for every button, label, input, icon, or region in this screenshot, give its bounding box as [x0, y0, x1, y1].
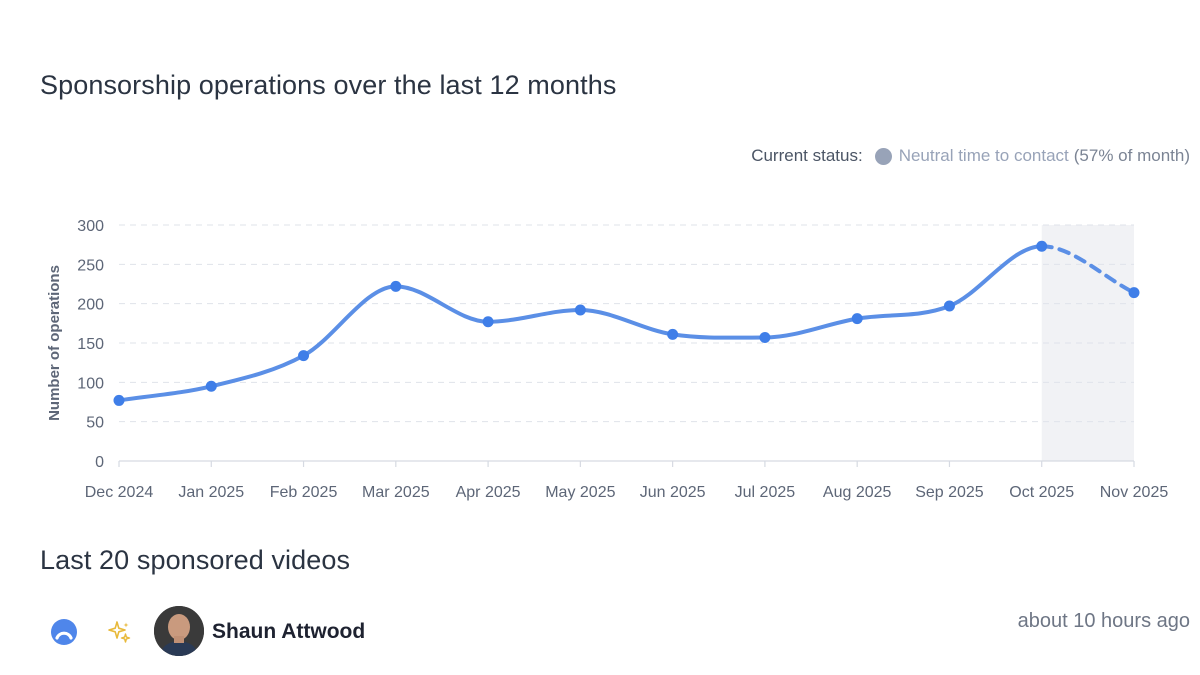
status-label: Current status:	[751, 146, 863, 165]
data-point-aug-2025	[851, 313, 863, 325]
operations-line-chart: 0 50 100 150 200 250 300 Dec 2024 Jan 2025 Feb 20…	[46, 218, 1169, 501]
y-tick-label: 250	[77, 257, 104, 274]
data-point-jan-2025	[205, 380, 217, 392]
x-tick-label: Sep 2025	[915, 484, 984, 501]
current-status: Current status: Neutral time to contact …	[751, 146, 1190, 166]
data-point-jun-2025	[667, 328, 679, 340]
x-tick-label: Apr 2025	[456, 484, 521, 501]
x-tick-label: Aug 2025	[823, 484, 892, 501]
status-value: Neutral time to contact	[898, 146, 1069, 165]
status-dot-icon	[874, 147, 892, 165]
video-timestamp: about 10 hours ago	[1017, 610, 1190, 632]
channel-name[interactable]: Shaun Attwood	[212, 620, 366, 643]
x-tick-label: Feb 2025	[270, 484, 338, 501]
y-tick-label: 0	[95, 454, 104, 471]
data-point-apr-2025	[482, 316, 494, 328]
x-tick-label: Nov 2025	[1100, 484, 1169, 501]
status-percent: (57% of month)	[1073, 146, 1190, 165]
data-point-feb-2025	[298, 350, 310, 362]
chart-title: Sponsorship operations over the last 12 …	[40, 70, 617, 100]
y-tick-label: 100	[77, 375, 104, 392]
videos-section-title: Last 20 sponsored videos	[40, 545, 351, 575]
y-tick-label: 150	[77, 336, 104, 353]
data-point-dec-2024	[113, 394, 125, 406]
y-tick-label: 300	[77, 218, 104, 235]
y-tick-label: 200	[77, 297, 104, 314]
data-point-nov-2025	[1128, 287, 1140, 299]
data-point-sep-2025	[943, 300, 955, 312]
x-tick-label: Dec 2024	[85, 484, 154, 501]
video-list-item[interactable]: Shaun Attwood about 10 hours ago	[40, 600, 1190, 664]
y-axis-title: Number of operations	[46, 265, 63, 421]
x-tick-label: Jun 2025	[640, 484, 706, 501]
channel-avatar[interactable]	[154, 606, 204, 656]
data-point-oct-2025	[1036, 240, 1048, 252]
x-tick-label: Oct 2025	[1009, 484, 1074, 501]
x-tick-label: May 2025	[545, 484, 615, 501]
projected-series-line	[1039, 244, 1136, 295]
data-point-may-2025	[574, 304, 586, 316]
data-point-jul-2025	[759, 331, 771, 343]
series-line	[117, 244, 1044, 403]
y-tick-label: 50	[86, 415, 104, 432]
platform-logo-icon	[50, 618, 78, 646]
data-point-mar-2025	[390, 280, 402, 292]
sparkle-icon	[106, 619, 132, 645]
x-tick-label: Mar 2025	[362, 484, 430, 501]
x-tick-label: Jul 2025	[735, 484, 796, 501]
x-tick-label: Jan 2025	[178, 484, 244, 501]
